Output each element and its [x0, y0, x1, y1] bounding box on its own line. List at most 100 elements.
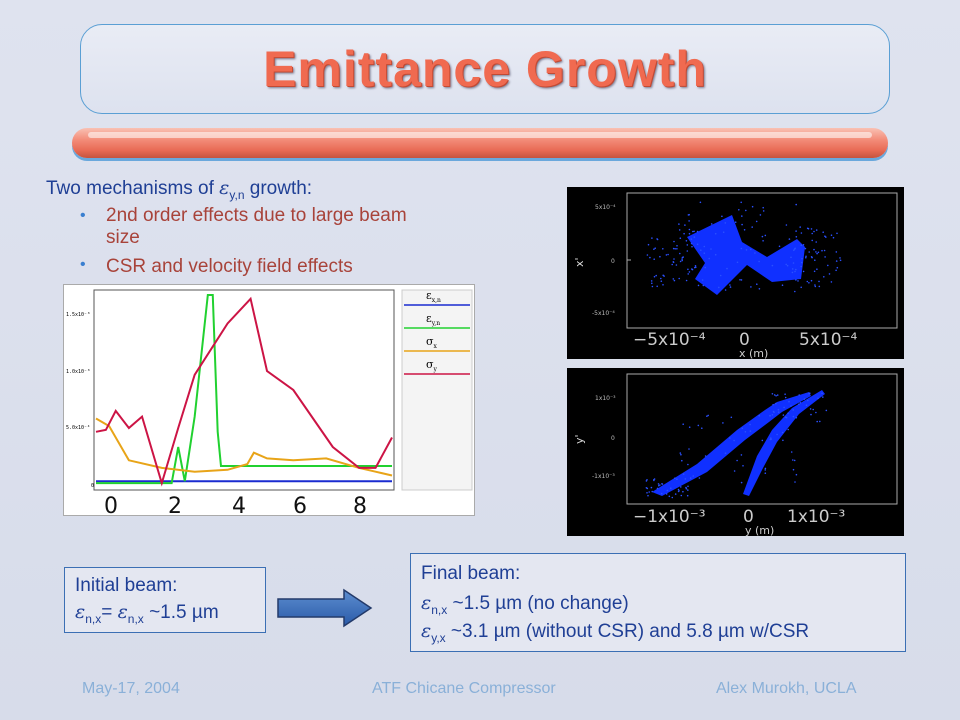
scatter-dot	[662, 274, 664, 277]
scatter-dot	[800, 265, 802, 268]
scatter-2-arm-2	[743, 390, 825, 496]
scatter-dot	[788, 400, 790, 403]
scatter-dot	[678, 277, 680, 280]
scatter-dot	[659, 484, 661, 486]
scatter-1-dots	[646, 201, 842, 293]
y-tick-labels: 1.5x10⁻³ 1.0x10⁻³ 5.0x10⁻⁴ 0	[66, 312, 94, 489]
scatter-dot	[791, 268, 794, 270]
scatter-1-x-tick: −5x10⁻⁴	[633, 330, 706, 350]
scatter-dot	[839, 257, 841, 259]
scatter-dot	[696, 243, 699, 246]
final-beam-box: Final beam: εn,x ~1.5 µm (no change) εy,…	[410, 553, 906, 652]
scatter-dot	[647, 494, 649, 497]
scatter-2-xlabel: y (m)	[745, 524, 774, 536]
scatter-dot	[686, 250, 689, 252]
scatter-dot	[676, 478, 678, 480]
scatter-dot	[810, 279, 813, 282]
initial-beam-value: εn,x= εn,x ~1.5 µm	[75, 601, 219, 626]
scatter-dot	[685, 486, 687, 489]
line-plot-frame: 1.5x10⁻³ 1.0x10⁻³ 5.0x10⁻⁴ 0 0 2 4 6 8 ε…	[63, 284, 475, 519]
scatter-dot	[729, 437, 731, 439]
bullet-item-2: • CSR and velocity field effects	[80, 256, 353, 278]
scatter-dot	[678, 229, 681, 231]
y-tick-label: 5.0x10⁻⁴	[66, 425, 90, 431]
scatter-dot	[651, 237, 653, 239]
scatter-dot	[800, 261, 803, 264]
scatter-dot	[798, 394, 800, 396]
scatter-dot	[681, 259, 683, 262]
scatter-dot	[650, 486, 653, 489]
scatter-2-x-tick: −1x10⁻³	[633, 507, 706, 527]
scatter-dot	[686, 494, 689, 497]
scatter-dot	[805, 256, 807, 259]
scatter-dot	[817, 397, 819, 400]
bullet-dot-icon: •	[80, 207, 86, 224]
scatter-dot	[662, 248, 664, 250]
scatter-dot	[710, 248, 712, 250]
scatter-dot	[704, 266, 706, 269]
scatter-dot	[758, 260, 760, 263]
scatter-dot	[653, 248, 655, 250]
scatter-dot	[812, 408, 814, 411]
scatter-dot	[704, 455, 707, 457]
scatter-dot	[680, 453, 682, 456]
scatter-dot	[795, 230, 797, 232]
scatter-dot	[821, 249, 823, 252]
scatter-dot	[733, 470, 736, 472]
scatter-dot	[706, 415, 708, 417]
scatter-dot	[674, 493, 677, 495]
scatter-dot	[687, 463, 689, 466]
scatter-dot	[687, 489, 689, 491]
scatter-dot	[818, 280, 820, 283]
scatter-dot	[668, 495, 671, 498]
bullet-1-line-1: 2nd order effects due to large beam	[106, 205, 407, 226]
scatter-dot	[714, 232, 717, 235]
scatter-dot	[646, 492, 648, 494]
scatter-dot	[787, 412, 789, 414]
scatter-dot	[773, 411, 775, 413]
footer-author: Alex Murokh, UCLA	[716, 680, 857, 697]
scatter-dot	[821, 392, 823, 395]
scatter-dot	[714, 253, 717, 256]
scatter-dot	[754, 252, 756, 254]
scatter-dot	[762, 210, 765, 212]
scatter-dot	[814, 285, 817, 288]
scatter-dot	[813, 230, 815, 233]
scatter-dot	[721, 215, 723, 218]
legend-panel	[401, 289, 473, 491]
intro-suffix: growth:	[244, 178, 313, 199]
scatter-dot	[657, 483, 660, 485]
scatter-dot	[770, 437, 772, 439]
scatter-dot	[694, 265, 697, 267]
scatter-dot	[679, 252, 681, 255]
scatter-dot	[690, 242, 693, 245]
series-line-2	[95, 417, 393, 477]
scatter-dot	[685, 279, 688, 282]
scatter-dot	[802, 244, 805, 246]
x-tick-label: 6	[293, 494, 307, 515]
scatter-dot	[718, 286, 720, 289]
scatter-dot	[822, 396, 824, 398]
bullet-1-line-2: size	[106, 227, 140, 248]
arrow-right-icon	[277, 588, 373, 628]
scatter-dot	[665, 493, 668, 495]
scatter-dot	[794, 481, 796, 483]
scatter-dot	[687, 273, 689, 275]
y-tick-label: 1.5x10⁻³	[66, 312, 90, 318]
scatter-dot	[667, 253, 669, 256]
scatter-dot	[792, 468, 795, 471]
scatter-dot	[790, 405, 792, 407]
bullet-dot-icon: •	[80, 256, 86, 273]
scatter-dot	[673, 279, 676, 282]
scatter-dot	[795, 236, 798, 238]
final-line2-text: ~3.1 µm (without CSR) and 5.8 µm w/CSR	[445, 621, 810, 642]
scatter-2-y-tick: -1x10⁻³	[592, 473, 615, 480]
scatter-dot	[805, 255, 807, 258]
scatter-2-x-tick: 0	[743, 507, 754, 527]
phase-space-svg-y: 1x10⁻³ 0 -1x10⁻³ y' −1x10⁻³ 0 1x10⁻³ y (…	[573, 373, 898, 537]
scatter-dot	[798, 403, 800, 405]
scatter-2-ylabel: y'	[573, 434, 586, 444]
scatter-dot	[800, 232, 803, 234]
intro-prefix: Two mechanisms of	[46, 178, 220, 199]
scatter-dot	[682, 473, 685, 475]
